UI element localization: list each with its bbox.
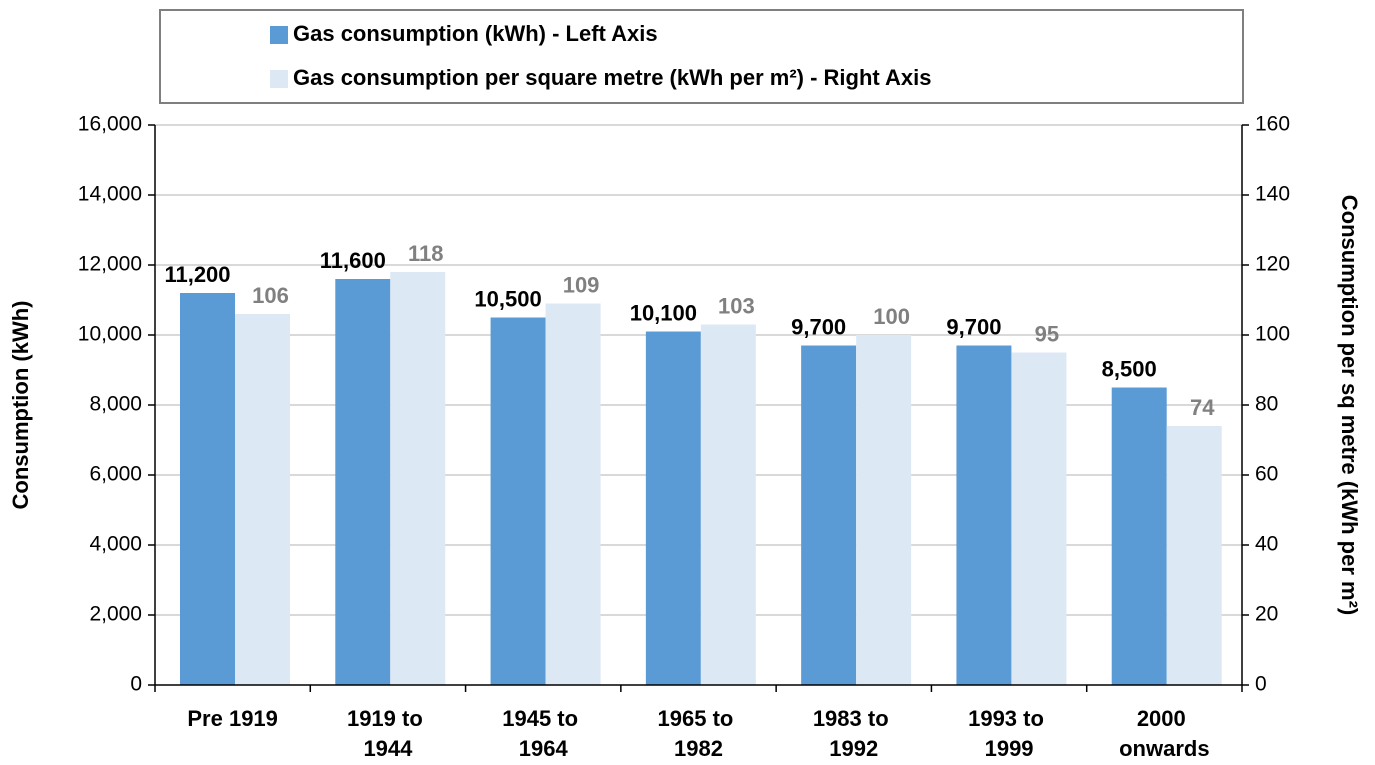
legend-label: Gas consumption (kWh) - Left Axis — [293, 21, 658, 46]
bar — [645, 331, 701, 685]
data-label: 10,500 — [474, 286, 541, 311]
data-label: 100 — [873, 304, 910, 329]
y2-tick-label: 100 — [1255, 323, 1290, 346]
bar — [856, 335, 912, 685]
data-label: 9,700 — [791, 314, 846, 339]
y2-tick-label: 20 — [1255, 603, 1278, 626]
x-tick-label: 1965 to 1982 — [658, 706, 740, 761]
y2-tick-label: 0 — [1255, 673, 1267, 696]
y-axis-title: Consumption (kWh) — [8, 301, 33, 510]
bar — [545, 303, 601, 685]
bar — [1111, 387, 1167, 685]
data-label: 106 — [252, 283, 289, 308]
data-label: 8,500 — [1102, 356, 1157, 381]
y-tick-label: 10,000 — [78, 323, 142, 346]
y-tick-label: 12,000 — [78, 253, 142, 276]
x-tick-label: 1983 to 1992 — [813, 706, 895, 761]
y-tick-label: 8,000 — [89, 393, 142, 416]
bar — [235, 314, 290, 685]
data-label: 95 — [1035, 321, 1059, 346]
bar — [390, 272, 446, 685]
data-label: 118 — [408, 241, 444, 266]
x-tick-label: 2000 onwards — [1119, 706, 1209, 761]
x-tick-label: 1919 to 1944 — [347, 706, 429, 761]
y-tick-label: 2,000 — [89, 603, 142, 626]
x-tick-label: 1945 to 1964 — [502, 706, 584, 761]
bar — [956, 345, 1012, 685]
bar — [180, 293, 235, 685]
y-tick-label: 6,000 — [89, 463, 142, 486]
data-label: 109 — [563, 272, 600, 297]
y2-tick-label: 120 — [1255, 253, 1290, 276]
bar — [1011, 352, 1067, 685]
bar — [700, 324, 756, 685]
legend-box — [159, 9, 1244, 104]
data-label: 11,200 — [164, 262, 230, 287]
y2-tick-label: 60 — [1255, 463, 1278, 486]
data-label: 10,100 — [630, 300, 697, 325]
y-tick-label: 4,000 — [89, 533, 142, 556]
legend-swatch — [270, 26, 288, 44]
y-tick-label: 16,000 — [78, 113, 142, 136]
y-tick-label: 14,000 — [78, 183, 142, 206]
legend-label: Gas consumption per square metre (kWh pe… — [293, 65, 932, 90]
bar — [1166, 426, 1222, 685]
y-tick-label: 0 — [130, 673, 142, 696]
bar — [335, 279, 391, 685]
data-label: 11,600 — [320, 248, 386, 273]
y2-axis-title: Consumption per sq metre (kWh per m²) — [1337, 195, 1362, 615]
x-tick-label: 1993 to 1999 — [968, 706, 1050, 761]
y2-tick-label: 160 — [1255, 113, 1290, 136]
data-label: 9,700 — [946, 314, 1001, 339]
data-label: 74 — [1190, 395, 1215, 420]
x-tick-label: Pre 1919 — [187, 706, 278, 731]
legend-swatch — [270, 70, 288, 88]
y2-tick-label: 140 — [1255, 183, 1290, 206]
data-label: 103 — [718, 293, 755, 318]
bar — [801, 345, 857, 685]
bar — [490, 317, 546, 685]
y2-tick-label: 80 — [1255, 393, 1278, 416]
y2-tick-label: 40 — [1255, 533, 1278, 556]
